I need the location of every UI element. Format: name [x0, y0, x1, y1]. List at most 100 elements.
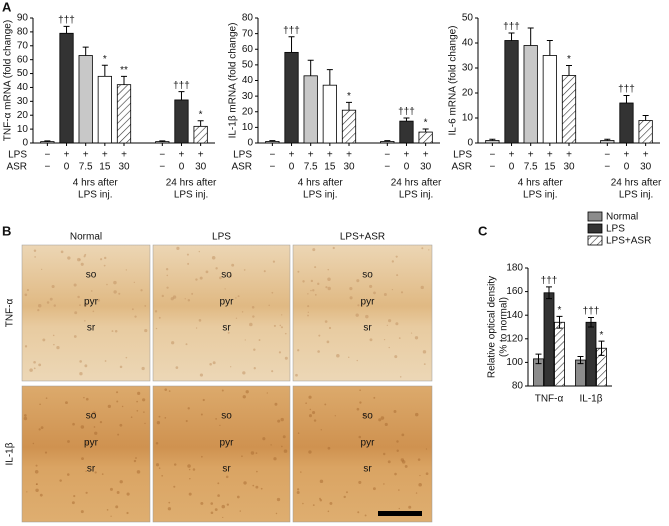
lps-label: +: [346, 150, 352, 161]
texture: [308, 450, 312, 454]
texture: [85, 470, 87, 473]
texture: [324, 320, 328, 323]
y-tick-label: 70: [242, 28, 254, 39]
texture: [275, 512, 278, 515]
x-tick-label: IL-1β: [580, 394, 603, 405]
texture: [243, 481, 247, 485]
texture: [209, 362, 212, 366]
y-tick-label: 40: [17, 82, 29, 93]
bar: [561, 75, 577, 144]
lps-label: +: [198, 150, 204, 161]
texture: [51, 284, 55, 289]
bar: [265, 141, 280, 144]
error-bar: [527, 27, 534, 46]
x-tick-label: TNF-α: [535, 394, 564, 405]
lps-label: −: [44, 150, 50, 161]
texture: [399, 376, 402, 378]
texture: [36, 483, 38, 486]
y-tick-label: 90: [17, 13, 29, 24]
texture: [141, 366, 145, 371]
texture: [33, 249, 37, 252]
texture: [97, 298, 101, 302]
lps-label: +: [528, 150, 534, 161]
panel-label: C: [478, 223, 488, 238]
texture: [270, 444, 272, 446]
texture: [421, 247, 424, 250]
error-bar: [566, 65, 572, 76]
texture: [307, 293, 309, 295]
bar: [585, 321, 597, 387]
texture: [79, 372, 83, 376]
y-tick-label: 20: [242, 106, 254, 117]
texture: [325, 286, 328, 289]
error-bar: [63, 25, 70, 34]
texture: [191, 292, 194, 295]
annotation: *: [424, 118, 428, 129]
texture: [241, 311, 244, 313]
texture: [38, 428, 41, 431]
error-bar: [598, 340, 605, 356]
y-tick-label: 30: [242, 91, 254, 102]
texture: [173, 485, 176, 488]
layer-label: sr: [222, 323, 231, 334]
texture: [364, 514, 367, 517]
texture: [113, 280, 117, 285]
asr-label: 0: [179, 162, 185, 173]
y-tick-label: 0: [467, 138, 473, 149]
texture: [313, 419, 317, 422]
annotation: †††: [618, 84, 635, 95]
bar: [322, 84, 337, 144]
asr-label: 30: [563, 162, 575, 173]
texture: [378, 418, 382, 422]
texture: [231, 263, 235, 267]
texture: [388, 346, 390, 349]
texture: [383, 338, 386, 341]
y-axis-title: IL-1β mRNA (fold change): [228, 23, 239, 139]
texture: [24, 414, 27, 417]
lps-label: +: [624, 150, 630, 161]
lps-label: −: [159, 150, 165, 161]
texture: [84, 253, 87, 256]
texture: [126, 511, 129, 515]
texture: [271, 291, 274, 294]
texture: [312, 410, 316, 415]
texture: [252, 315, 255, 318]
texture: [133, 281, 135, 284]
texture: [45, 397, 48, 399]
texture: [210, 511, 214, 515]
texture: [296, 490, 300, 494]
texture: [195, 278, 198, 281]
texture: [32, 442, 35, 445]
texture: [320, 429, 322, 431]
texture: [99, 420, 103, 424]
lps-label: −: [269, 150, 275, 161]
texture: [273, 457, 277, 461]
texture: [84, 320, 86, 322]
texture: [417, 458, 421, 461]
bar: [40, 141, 55, 144]
texture: [205, 270, 209, 274]
bar: [341, 109, 357, 144]
error-bar: [642, 115, 649, 121]
bar: [284, 51, 299, 144]
texture: [77, 295, 80, 299]
asr-label: −: [159, 162, 165, 173]
texture: [131, 308, 134, 311]
texture: [133, 459, 137, 463]
texture: [106, 508, 109, 511]
bar: [619, 102, 634, 144]
texture: [195, 327, 198, 329]
lps-label: +: [308, 150, 314, 161]
y-tick-label: 140: [506, 310, 523, 321]
texture: [250, 451, 255, 455]
group-label: 24 hrs after: [611, 178, 662, 189]
texture: [202, 398, 205, 402]
texture: [155, 463, 160, 467]
y-tick-label: 50: [242, 60, 254, 71]
lps-label: +: [509, 150, 515, 161]
layer-label: so: [362, 270, 373, 281]
texture: [116, 491, 120, 494]
legend-label: LPS+ASR: [606, 236, 651, 247]
texture: [44, 451, 48, 454]
